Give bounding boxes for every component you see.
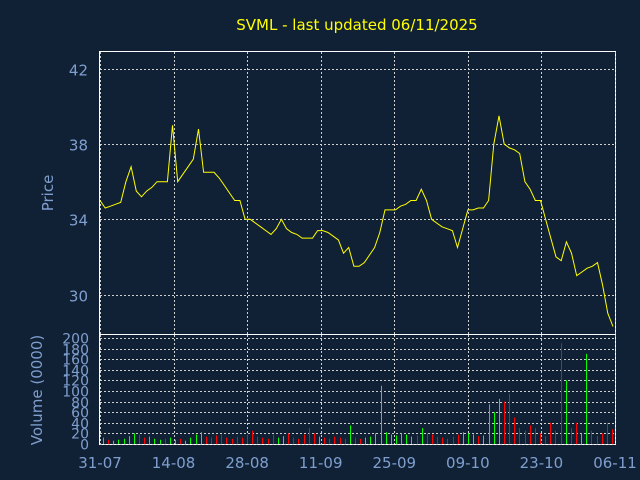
volume-tick-label: 100 (62, 385, 89, 401)
price-grid (100, 52, 616, 334)
price-yticks: 30 34 38 42 (69, 62, 88, 306)
volume-axis-label: Volume (0000) (28, 335, 46, 445)
volume-tick-label: 160 (62, 353, 89, 369)
volume-tick-label: 200 (62, 332, 89, 348)
volume-tick-label: 180 (62, 343, 89, 359)
volume-tick-label: 120 (62, 374, 89, 390)
volume-tick-label: 60 (71, 406, 89, 422)
price-tick-label: 38 (69, 137, 88, 155)
price-line (99, 115, 614, 327)
price-panel: 30 34 38 42 Price (39, 51, 616, 335)
price-tick-label: 30 (69, 288, 88, 306)
price-axis-label: Price (39, 175, 57, 212)
volume-tick-label: 40 (71, 417, 89, 433)
volume-tick-label: 140 (62, 364, 89, 380)
chart-title: SVML - last updated 06/11/2025 (236, 16, 477, 34)
date-tick-label: 06-11 (593, 454, 637, 472)
volume-bars (103, 343, 613, 444)
volume-grid (100, 335, 616, 445)
volume-tick-label: 20 (71, 427, 89, 443)
price-tick-label: 42 (69, 62, 88, 80)
date-tick-label: 25-09 (372, 454, 416, 472)
date-tick-label: 31-07 (78, 454, 122, 472)
volume-plot-area (99, 334, 616, 445)
volume-tick-label: 80 (71, 396, 89, 412)
date-axis-ticks: 31-07 14-08 28-08 11-09 25-09 09-10 23-10 06-11 (78, 454, 637, 472)
date-tick-label: 11-09 (299, 454, 343, 472)
volume-tick-label: 0 (80, 438, 89, 454)
date-tick-label: 28-08 (225, 454, 269, 472)
date-tick-label: 23-10 (520, 454, 564, 472)
date-tick-label: 09-10 (446, 454, 490, 472)
price-tick-label: 34 (69, 212, 88, 230)
date-tick-label: 14-08 (152, 454, 196, 472)
price-plot-area (99, 51, 616, 335)
